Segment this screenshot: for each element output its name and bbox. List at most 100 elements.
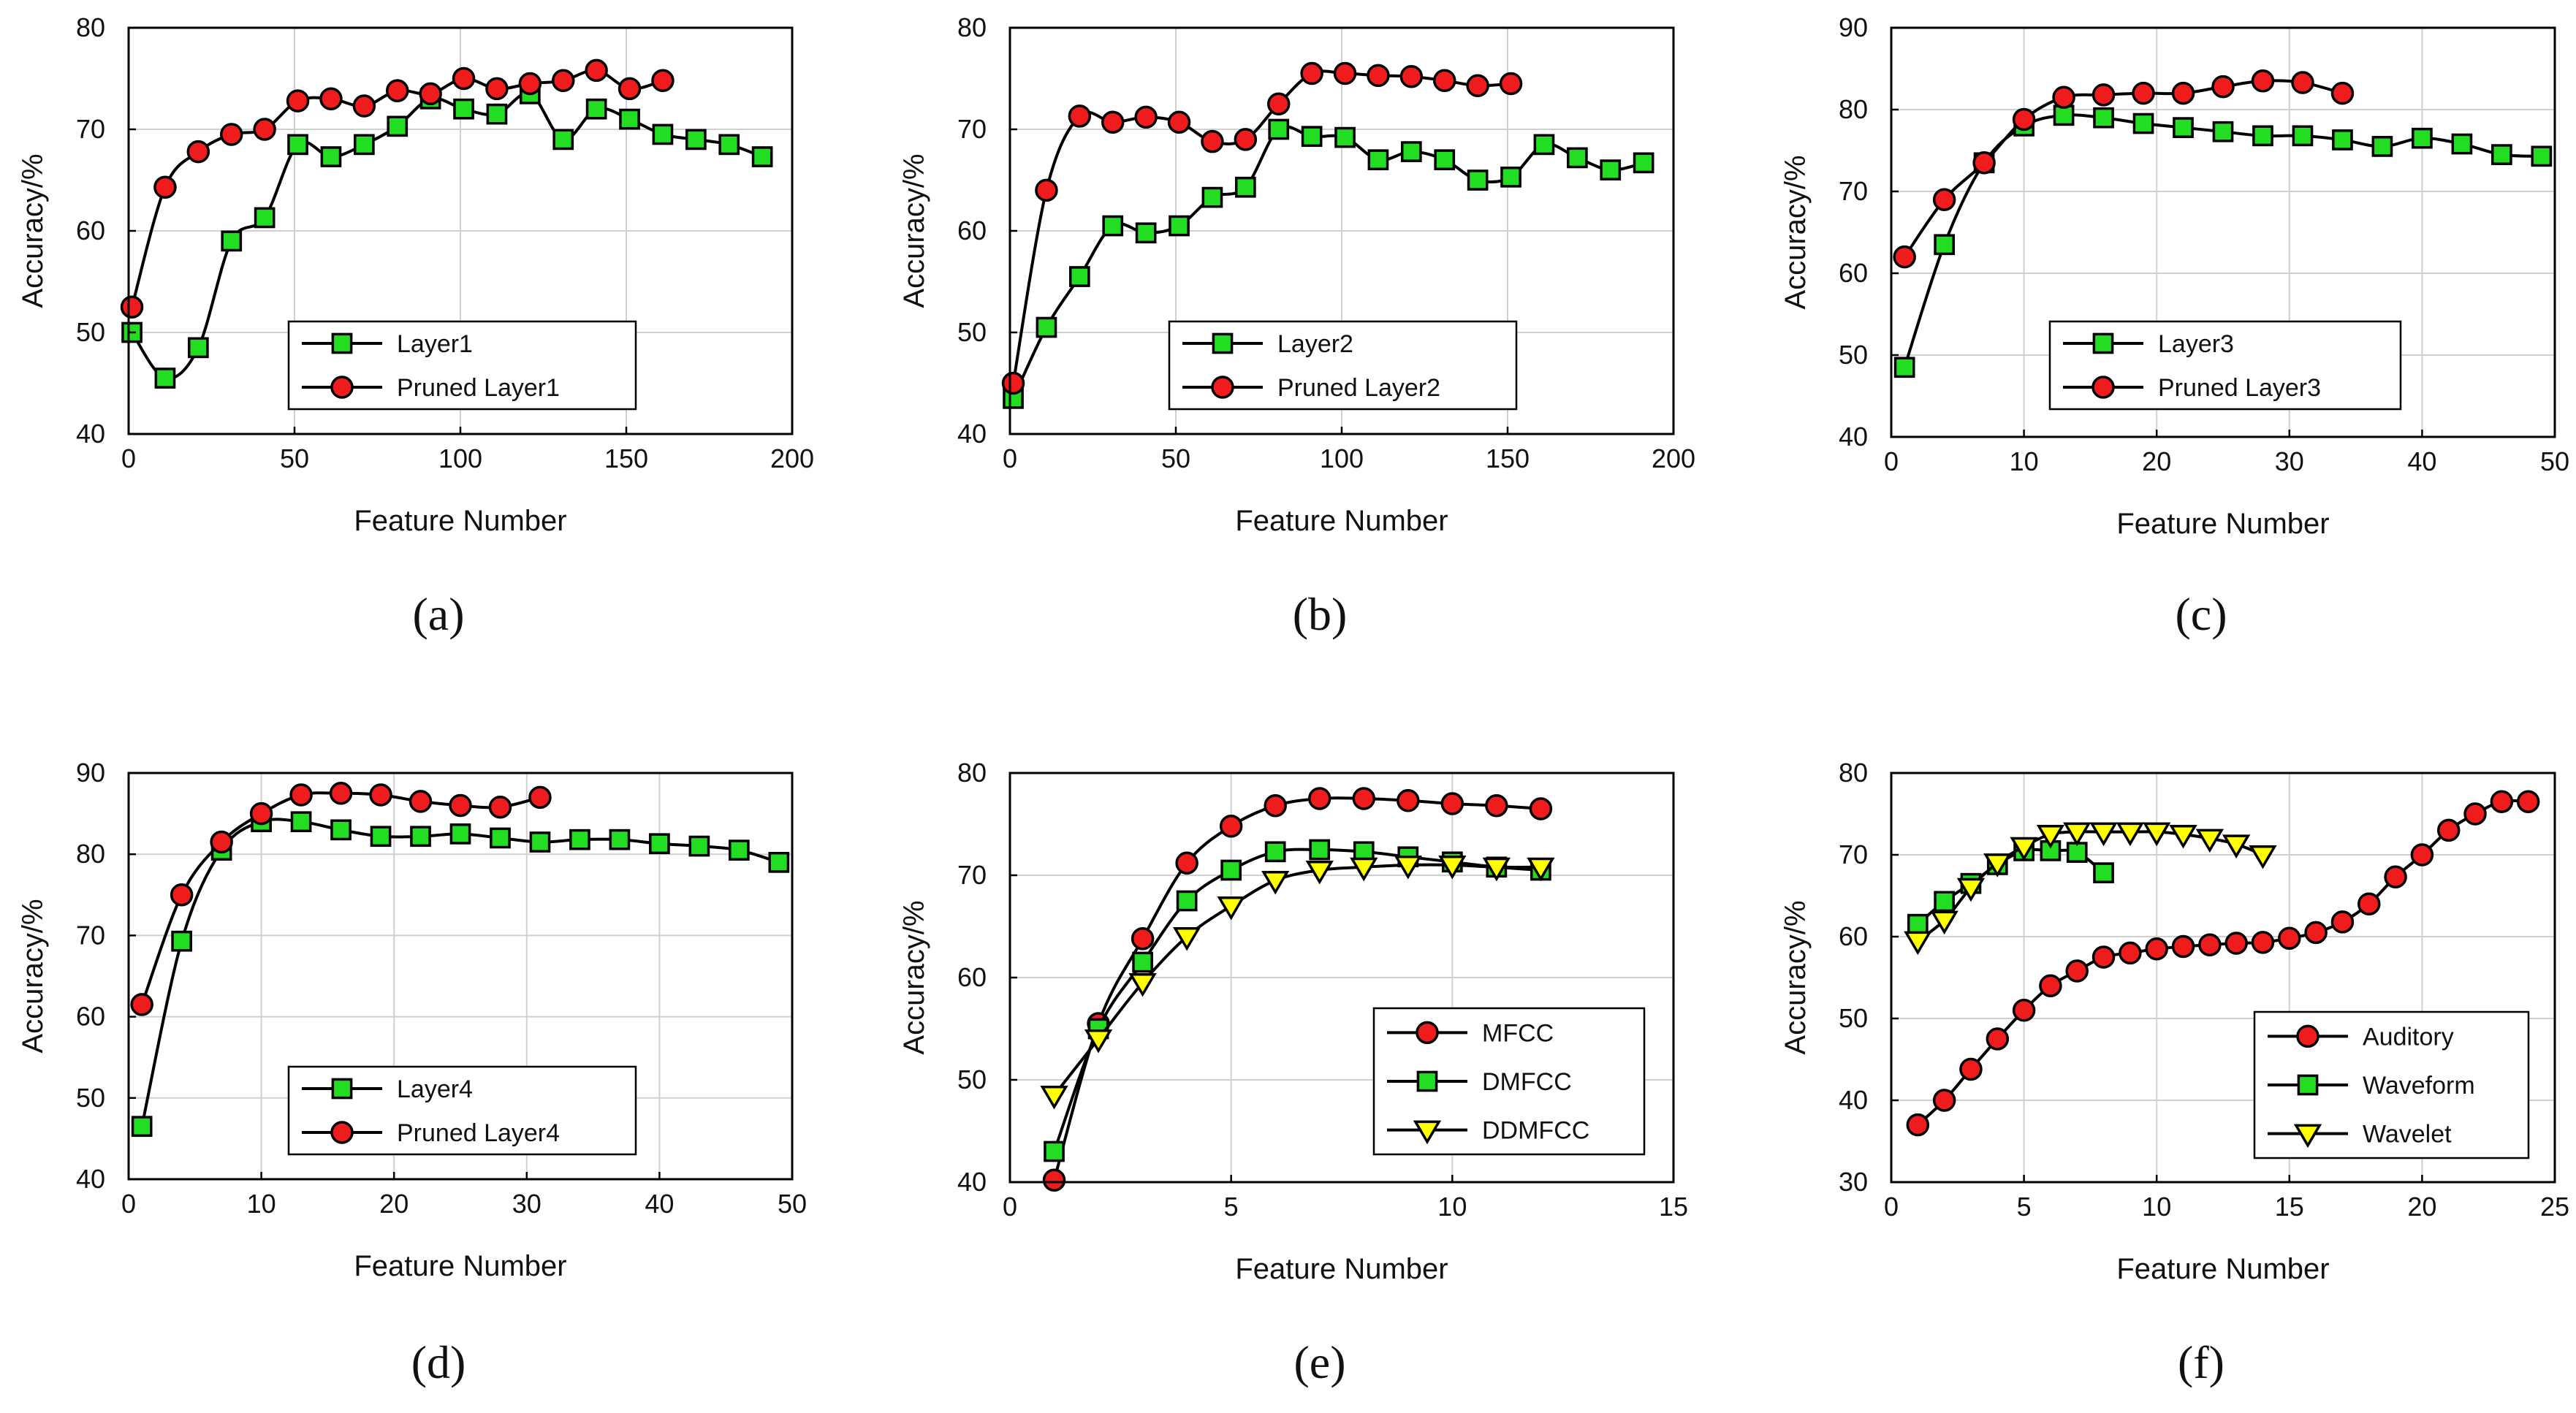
data-point <box>2145 937 2168 961</box>
x-tick-label: 200 <box>770 443 814 473</box>
panel-label: (f) <box>2178 1336 2224 1388</box>
data-point <box>319 87 343 111</box>
data-point <box>1432 69 1456 93</box>
legend-label: Layer1 <box>397 330 473 358</box>
x-tick-label: 20 <box>379 1189 409 1219</box>
y-tick-label: 50 <box>1839 340 1868 370</box>
panel-label: (c) <box>2175 588 2227 640</box>
x-tick-label: 10 <box>247 1189 276 1219</box>
data-point <box>329 782 353 805</box>
data-point <box>2371 136 2393 157</box>
legend-label: Pruned Layer1 <box>397 374 560 402</box>
data-point <box>2491 144 2512 165</box>
data-point <box>2410 843 2434 867</box>
data-point <box>1268 118 1290 140</box>
legend-marker <box>2091 376 2115 399</box>
data-point <box>529 831 551 853</box>
data-point <box>1264 841 1286 863</box>
series-layer3 <box>1893 104 2553 378</box>
data-point <box>2119 941 2142 965</box>
x-axis-label: Feature Number <box>1235 1253 1448 1285</box>
data-point <box>768 851 790 873</box>
x-tick-label: 0 <box>1003 1192 1017 1222</box>
panel-label: (d) <box>411 1336 466 1388</box>
legend-marker <box>1416 1070 1438 1092</box>
legend-marker <box>1416 1021 1439 1045</box>
data-point <box>330 819 352 841</box>
data-point <box>552 129 574 151</box>
data-point <box>2412 127 2433 149</box>
data-point <box>1904 931 1932 956</box>
data-point <box>219 123 243 146</box>
y-tick-label: 40 <box>76 1164 105 1194</box>
data-point <box>1959 1057 1983 1081</box>
y-tick-label: 70 <box>76 114 105 144</box>
series-layer2 <box>1003 118 1654 409</box>
data-point <box>1350 857 1378 882</box>
data-point <box>352 94 376 118</box>
data-point <box>619 108 640 130</box>
legend-label: Layer4 <box>397 1075 473 1103</box>
x-axis-label: Feature Number <box>2116 1253 2329 1285</box>
data-point <box>1167 110 1191 134</box>
legend-label: Waveform <box>2363 1072 2475 1100</box>
x-tick-label: 15 <box>1659 1192 1688 1222</box>
data-point <box>2066 842 2088 863</box>
x-tick-label: 10 <box>2142 1192 2171 1222</box>
x-tick-label: 0 <box>1884 1192 1899 1222</box>
data-point <box>2039 974 2062 997</box>
data-point <box>1307 787 1331 810</box>
data-point <box>1906 1113 1930 1137</box>
data-point <box>453 98 474 120</box>
data-point <box>2132 113 2154 134</box>
data-point <box>1934 234 1955 256</box>
data-point <box>387 115 409 137</box>
data-point <box>1264 794 1287 818</box>
legend-label: Wavelet <box>2363 1121 2452 1149</box>
x-tick-label: 0 <box>121 443 136 473</box>
series-mfcc <box>1042 787 1553 1192</box>
data-point <box>2516 790 2540 813</box>
data-point <box>369 783 392 807</box>
data-point <box>1352 787 1376 810</box>
data-point <box>1932 188 1956 211</box>
data-point <box>353 134 375 156</box>
data-point <box>1399 64 1424 88</box>
legend-label: MFCC <box>1482 1019 1554 1047</box>
data-point <box>609 829 631 850</box>
data-point <box>1485 794 1508 818</box>
data-point <box>1309 839 1331 861</box>
data-point <box>409 790 433 813</box>
chart-panel-d: 0 10 20 30 40 50 40 50 60 70 80 90 Feature Number Acc… <box>17 758 807 1388</box>
x-tick-label: 40 <box>645 1189 674 1219</box>
y-axis-label: Accuracy/% <box>17 899 49 1053</box>
y-tick-label: 80 <box>957 12 987 42</box>
y-tick-label: 40 <box>76 419 105 449</box>
legend-marker <box>330 1121 354 1144</box>
series-line <box>1903 79 2343 258</box>
data-point <box>186 140 210 164</box>
data-point <box>2463 802 2487 826</box>
data-point <box>585 98 607 120</box>
data-point <box>1527 857 1555 882</box>
data-point <box>1367 149 1389 171</box>
data-point <box>751 146 773 167</box>
x-tick-label: 5 <box>1224 1192 1239 1222</box>
legend-marker <box>2297 1074 2319 1096</box>
data-point <box>2132 81 2155 105</box>
data-point <box>1201 129 1224 153</box>
legend-marker <box>1212 332 1234 354</box>
data-point <box>2093 107 2114 129</box>
data-point <box>449 823 471 845</box>
data-point <box>1217 896 1245 921</box>
data-point <box>2436 818 2461 842</box>
y-tick-label: 50 <box>957 1064 987 1094</box>
data-point <box>1440 792 1464 815</box>
plot-frame <box>127 772 794 1181</box>
data-point <box>2063 822 2091 847</box>
x-tick-label: 30 <box>512 1189 542 1219</box>
x-tick-label: 0 <box>121 1189 136 1219</box>
series-ddmfcc <box>1040 855 1555 1110</box>
data-point <box>1042 1168 1066 1192</box>
data-point <box>2116 822 2145 847</box>
